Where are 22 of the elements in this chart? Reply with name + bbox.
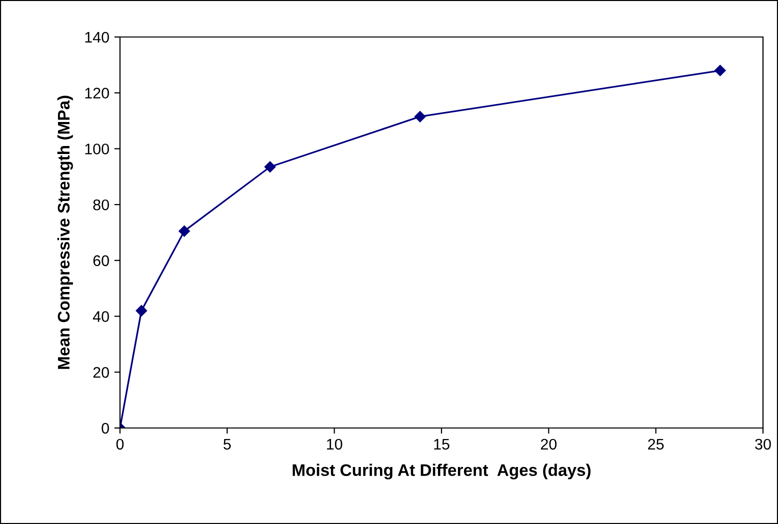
y-tick-label: 80 [93, 199, 109, 210]
x-tick-label: 30 [755, 438, 771, 450]
x-tick-label: 20 [540, 438, 557, 450]
x-tick-label: 5 [224, 438, 231, 450]
point [414, 110, 426, 122]
point [136, 305, 148, 316]
y-tick-label: 140 [85, 32, 109, 43]
x-tick-label: 15 [434, 438, 450, 450]
y-tick-label: 120 [85, 88, 109, 99]
y-tick-label: 0 [102, 422, 109, 434]
point [264, 161, 276, 172]
y-tick-label: 40 [92, 311, 109, 322]
y-tick-label: 60 [93, 255, 109, 266]
x-tick-label: 10 [327, 438, 342, 450]
x-axis-title: Moist Curing At Different Ages (days) [292, 464, 591, 480]
x-tick-label: 25 [648, 438, 664, 450]
y-tick-label: 100 [85, 144, 109, 154]
y-tick-label: 20 [93, 367, 109, 378]
point [178, 226, 190, 237]
point [714, 64, 726, 76]
y-axis-title: Mean Compressive Strength (MPa) [57, 96, 73, 369]
x-tick-label: 0 [116, 438, 124, 450]
